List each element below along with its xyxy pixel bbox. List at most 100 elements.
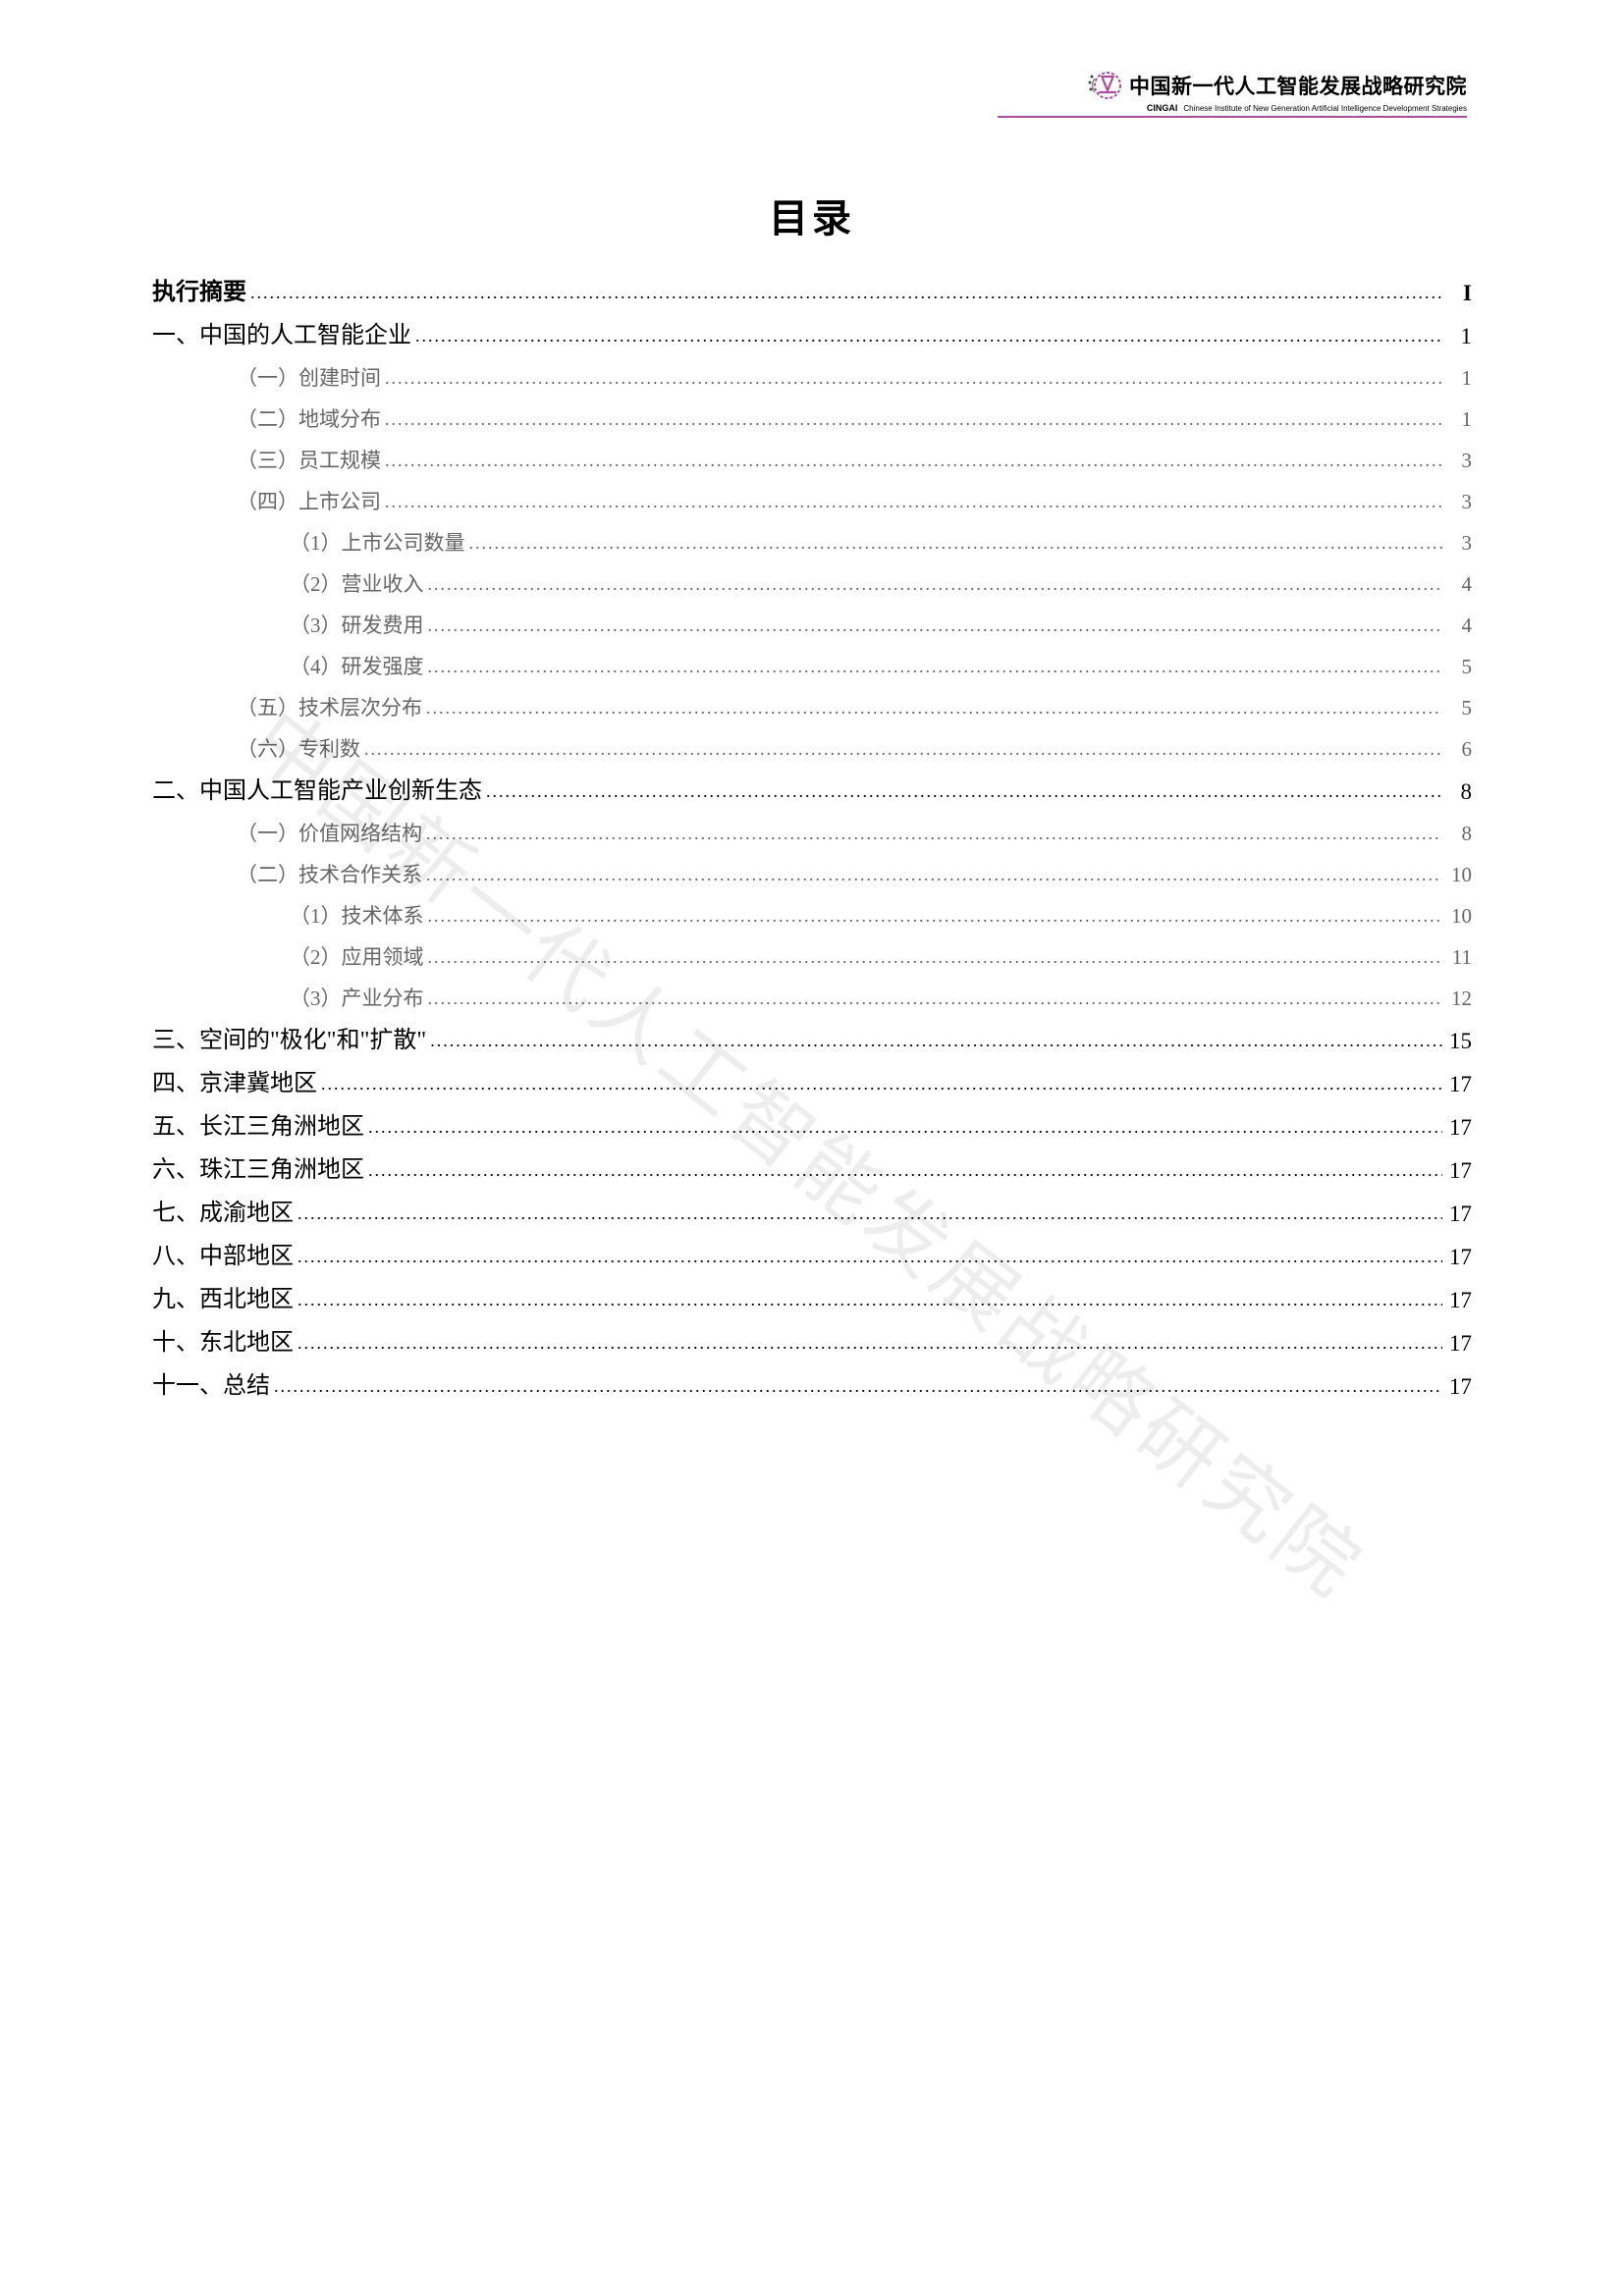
toc-entry-page: 3: [1442, 492, 1472, 512]
toc-dot-leader: ........................................…: [246, 284, 1442, 301]
toc-entry[interactable]: 七、成渝地区..................................…: [152, 1192, 1472, 1235]
toc-entry-page: 5: [1442, 698, 1472, 719]
toc-dot-leader: ........................................…: [424, 575, 1443, 593]
toc-entry-label: （二）地域分布: [237, 409, 381, 430]
toc-entry[interactable]: （2）营业收入.................................…: [152, 563, 1472, 605]
toc-entry-page: 17: [1442, 1289, 1472, 1311]
toc-entry[interactable]: 二、中国人工智能产业创新生态..........................…: [152, 770, 1472, 813]
toc-dot-leader: ........................................…: [270, 1377, 1442, 1395]
toc-entry[interactable]: （六）专利数..................................…: [152, 728, 1472, 770]
toc-entry-page: 8: [1442, 824, 1472, 844]
toc-entry[interactable]: 十一、总结...................................…: [152, 1364, 1472, 1408]
toc-dot-leader: ........................................…: [381, 493, 1442, 510]
toc-dot-leader: ........................................…: [381, 369, 1442, 387]
toc-entry[interactable]: （一）价值网络结构...............................…: [152, 813, 1472, 854]
toc-dot-leader: ........................................…: [364, 1161, 1442, 1179]
toc-entry-page: 4: [1442, 574, 1472, 595]
toc-entry[interactable]: 六、珠江三角洲地区...............................…: [152, 1148, 1472, 1192]
toc-entry-page: 3: [1442, 451, 1472, 471]
toc-entry-page: 11: [1442, 947, 1472, 968]
toc-dot-leader: ........................................…: [294, 1248, 1442, 1265]
toc-dot-leader: ........................................…: [424, 948, 1443, 966]
toc-dot-leader: ........................................…: [294, 1204, 1442, 1222]
toc-entry[interactable]: 一、中国的人工智能企业.............................…: [152, 314, 1472, 357]
toc-entry[interactable]: （三）员工规模.................................…: [152, 440, 1472, 481]
toc-entry-page: 10: [1442, 865, 1472, 885]
toc-entry-label: 十、东北地区: [152, 1331, 294, 1355]
header-underline: [998, 116, 1467, 118]
toc-dot-leader: ........................................…: [424, 989, 1443, 1007]
toc-entry-page: 12: [1442, 988, 1472, 1009]
toc-entry[interactable]: 八、中部地区..................................…: [152, 1235, 1472, 1278]
toc-entry[interactable]: 五、长江三角洲地区...............................…: [152, 1105, 1472, 1148]
toc-dot-leader: ........................................…: [364, 1118, 1442, 1136]
toc-entry-page: 6: [1442, 739, 1472, 760]
toc-entry-page: 17: [1442, 1375, 1472, 1398]
toc-entry[interactable]: 执行摘要....................................…: [152, 271, 1472, 314]
toc-entry[interactable]: （3）产业分布.................................…: [152, 978, 1472, 1019]
toc-entry-label: （一）价值网络结构: [237, 824, 422, 844]
toc-entry[interactable]: （一）创建时间.................................…: [152, 357, 1472, 399]
toc-entry-label: （2）应用领域: [290, 947, 424, 968]
toc-dot-leader: ........................................…: [422, 866, 1442, 883]
toc-entry[interactable]: （四）上市公司.................................…: [152, 481, 1472, 522]
toc-entry-label: （二）技术合作关系: [237, 865, 422, 885]
toc-entry-label: （3）研发费用: [290, 615, 424, 636]
toc-entry-label: （四）上市公司: [237, 492, 381, 512]
toc-entry[interactable]: 十、东北地区..................................…: [152, 1321, 1472, 1364]
toc-dot-leader: ........................................…: [465, 534, 1443, 552]
toc-entry[interactable]: （五）技术层次分布...............................…: [152, 687, 1472, 728]
toc-dot-leader: ........................................…: [482, 782, 1442, 800]
toc-entry-label: （五）技术层次分布: [237, 698, 422, 719]
toc-entry-label: 六、珠江三角洲地区: [152, 1158, 364, 1182]
toc-entry[interactable]: 九、西北地区..................................…: [152, 1278, 1472, 1321]
toc-entry-page: 17: [1442, 1246, 1472, 1268]
toc-dot-leader: ........................................…: [317, 1075, 1442, 1093]
toc-entry-page: 10: [1442, 906, 1472, 927]
toc-entry-label: （一）创建时间: [237, 368, 381, 389]
toc-entry-label: 一、中国的人工智能企业: [152, 324, 411, 347]
toc-dot-leader: ........................................…: [381, 410, 1442, 428]
toc-entry-page: 1: [1442, 368, 1472, 389]
toc-entry[interactable]: （二）技术合作关系...............................…: [152, 854, 1472, 895]
page-container: 中国新一代人工智能发展战略研究院 中国新一代人工智能发展战略研究院 CINGAI…: [0, 0, 1624, 2296]
toc-entry[interactable]: （二）地域分布.................................…: [152, 399, 1472, 440]
toc-entry-page: 1: [1442, 325, 1472, 347]
page-header: 中国新一代人工智能发展战略研究院 CINGAI Chinese Institut…: [998, 69, 1467, 118]
toc-entry[interactable]: （3）研发费用.................................…: [152, 605, 1472, 646]
toc-entry-page: 4: [1442, 615, 1472, 636]
toc-entry-page: 17: [1442, 1073, 1472, 1095]
logo-icon: [1088, 69, 1121, 102]
toc-entry-page: 15: [1442, 1030, 1472, 1052]
toc-entry-label: （1）上市公司数量: [290, 533, 465, 554]
toc-entry-page: 17: [1442, 1332, 1472, 1355]
toc-entry-label: 四、京津冀地区: [152, 1072, 317, 1095]
toc-entry-page: 1: [1442, 409, 1472, 430]
toc-entry-label: （3）产业分布: [290, 988, 424, 1009]
toc-entry-label: 三、空间的"极化"和"扩散": [152, 1029, 426, 1052]
toc-entry-label: 九、西北地区: [152, 1288, 294, 1311]
toc-entry[interactable]: （1）技术体系.................................…: [152, 895, 1472, 936]
toc-entry-page: I: [1442, 282, 1472, 304]
toc-entry-label: 十一、总结: [152, 1374, 270, 1398]
toc-dot-leader: ........................................…: [360, 740, 1442, 758]
toc-entry-page: 3: [1442, 533, 1472, 554]
toc-dot-leader: ........................................…: [424, 616, 1443, 634]
toc-entry-label: （2）营业收入: [290, 574, 424, 595]
header-title-cn: 中国新一代人工智能发展战略研究院: [1129, 71, 1467, 100]
toc-entry[interactable]: 三、空间的"极化"和"扩散"..........................…: [152, 1019, 1472, 1062]
toc-dot-leader: ........................................…: [426, 1032, 1442, 1049]
toc-dot-leader: ........................................…: [294, 1291, 1442, 1308]
header-subtitle: CINGAI Chinese Institute of New Generati…: [1147, 103, 1467, 113]
toc-entry-page: 17: [1442, 1202, 1472, 1225]
toc-entry-label: （4）研发强度: [290, 657, 424, 677]
toc-entry[interactable]: （4）研发强度.................................…: [152, 646, 1472, 687]
header-abbr: CINGAI: [1147, 103, 1178, 113]
toc-entry[interactable]: （1）上市公司数量...............................…: [152, 522, 1472, 563]
toc-entry-label: 执行摘要: [152, 281, 246, 304]
toc-entry[interactable]: （2）应用领域.................................…: [152, 936, 1472, 978]
toc-dot-leader: ........................................…: [424, 658, 1443, 675]
toc-entry[interactable]: 四、京津冀地区.................................…: [152, 1062, 1472, 1105]
toc-entry-label: 二、中国人工智能产业创新生态: [152, 779, 482, 803]
toc-entry-page: 17: [1442, 1159, 1472, 1182]
